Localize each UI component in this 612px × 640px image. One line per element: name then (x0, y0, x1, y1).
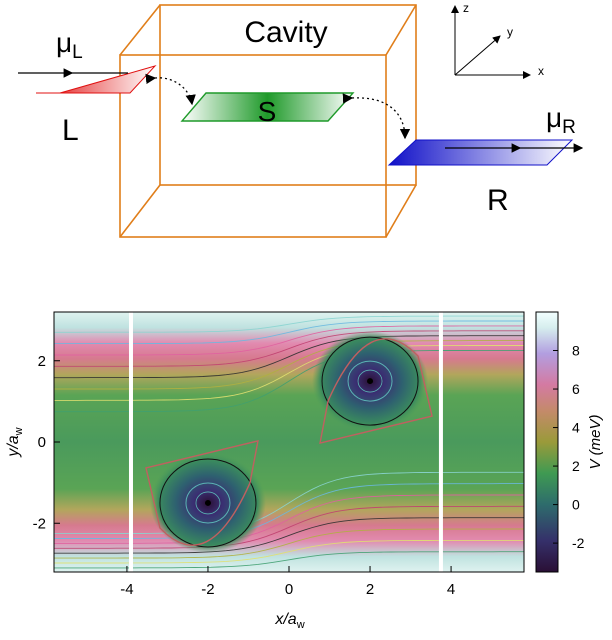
x-tick-label: -2 (201, 581, 214, 598)
x-tick-label: 2 (366, 581, 374, 598)
mu-left-label: μL (56, 27, 83, 63)
coordinate-axes (451, 5, 531, 79)
well-contour (195, 491, 221, 515)
potential-plot: -4 -2 0 2 4 -2 0 2 x/aw y/aw -2 0 2 4 6 8 V (meV) (5, 311, 604, 631)
schematic-diagram: Cavity μL L S μR R z y x (18, 1, 584, 238)
x-tick-label: 4 (447, 581, 455, 598)
well-contour (321, 336, 419, 426)
x-axis-label: x/aw (274, 611, 304, 631)
axis-x-label: x (538, 64, 544, 78)
x-tick-label: -4 (120, 581, 133, 598)
y-ticks: -2 0 2 (33, 353, 60, 532)
well-contour (347, 360, 393, 402)
well-contour (185, 482, 231, 524)
y-tick-label: 0 (38, 434, 46, 451)
colorbar-ticks: -2 0 2 4 6 8 (553, 343, 585, 551)
colorbar-tick-label: 0 (572, 497, 580, 513)
colorbar-label: V (meV) (587, 414, 604, 469)
right-coupling-arrow (342, 93, 411, 140)
well-center-dot (204, 499, 211, 506)
lead-boundary (438, 312, 443, 572)
system-label: S (258, 96, 277, 127)
cavity-label: Cavity (244, 16, 327, 49)
colorbar-tick-label: -2 (572, 535, 585, 551)
left-lead (36, 65, 157, 94)
y-axis-label: y/aw (5, 427, 25, 457)
lead-boundary (128, 312, 133, 572)
confinement-outline (145, 440, 259, 546)
well-center-dot (367, 378, 374, 385)
colorbar-tick-label: 4 (572, 420, 580, 436)
colorbar-tick-label: 8 (572, 343, 580, 359)
right-lead (387, 139, 574, 166)
confinement-outline (319, 338, 433, 444)
colorbar-tick-label: 6 (572, 381, 580, 397)
y-tick-label: -2 (33, 515, 46, 532)
mu-right-label: μR (546, 102, 576, 138)
axis-z-label: z (463, 1, 469, 15)
system-region (180, 92, 355, 122)
heatmap-area (54, 312, 524, 572)
x-tick-label: 0 (285, 581, 293, 598)
left-coupling-arrow (145, 73, 196, 106)
colorbar (535, 311, 559, 573)
right-lead-label: R (487, 184, 509, 217)
well-contour (357, 369, 383, 393)
left-lead-label: L (62, 114, 79, 147)
y-tick-label: 2 (38, 353, 46, 370)
well-contour (159, 458, 257, 548)
x-ticks: -4 -2 0 2 4 (120, 566, 455, 598)
colorbar-tick-label: 2 (572, 458, 580, 474)
cavity-box (119, 4, 417, 238)
axis-y-label: y (507, 25, 513, 39)
potential-wells (128, 312, 443, 572)
